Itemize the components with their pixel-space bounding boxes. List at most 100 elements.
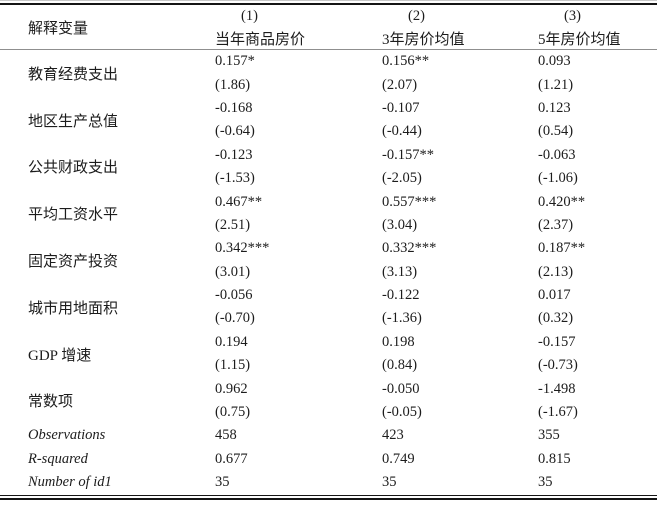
variable-label: 地区生产总值	[28, 113, 119, 130]
tstat-cell: (2.37)	[538, 216, 574, 233]
coef-cell: -0.168	[215, 99, 253, 116]
coef-cell: -1.498	[538, 380, 576, 397]
tstat-cell: (0.54)	[538, 123, 574, 140]
table-row: (-0.70) (-1.36) (0.32)	[0, 307, 657, 330]
coef-cell: 0.093	[538, 53, 571, 70]
tstat-cell: (2.07)	[382, 76, 418, 93]
stat-value: 458	[215, 427, 237, 444]
column-2-title: 3年房价均值	[382, 27, 538, 50]
tstat-cell: (0.84)	[382, 357, 418, 374]
table-top-rule	[0, 3, 657, 5]
tstat-cell: (3.13)	[382, 263, 418, 280]
coef-cell: 0.123	[538, 99, 571, 116]
coef-cell: 0.342***	[215, 240, 270, 257]
table-row: (1.15) (0.84) (-0.73)	[0, 354, 657, 377]
column-1-number: (1)	[241, 7, 258, 24]
table-row: 平均工资水平 0.467** 0.557*** 0.420**	[0, 190, 657, 224]
stat-label: Number of id1	[28, 474, 112, 491]
tstat-cell: (3.01)	[215, 263, 251, 280]
tstat-cell: (-1.53)	[215, 170, 255, 187]
table-header: 解释变量 (1) (2) (3) 当年商品房价 3年房价均值 5年房价均值	[0, 5, 657, 50]
coef-cell: 0.187**	[538, 240, 586, 257]
table-row: 固定资产投资 0.342*** 0.332*** 0.187**	[0, 237, 657, 270]
table-row: 城市用地面积 -0.056 -0.122 0.017	[0, 284, 657, 317]
column-3-title: 5年房价均值	[538, 27, 657, 50]
table-row: (3.01) (3.13) (2.13)	[0, 261, 657, 284]
coef-cell: -0.050	[382, 380, 420, 397]
coef-cell: -0.122	[382, 287, 420, 304]
stat-value: 35	[215, 474, 230, 491]
column-3-number: (3)	[564, 7, 581, 24]
table-row: GDP 增速 0.194 0.198 -0.157	[0, 331, 657, 364]
stat-value: 0.749	[382, 450, 415, 467]
table-body: 教育经费支出 0.157* 0.156** 0.093 (1.86) (2.07…	[0, 50, 657, 495]
variable-label: GDP 增速	[28, 347, 92, 364]
tstat-cell: (2.51)	[215, 216, 251, 233]
table-row: 教育经费支出 0.157* 0.156** 0.093	[0, 50, 657, 83]
stat-value: 35	[538, 474, 553, 491]
coef-cell: -0.123	[215, 146, 253, 163]
coef-cell: -0.157	[538, 333, 576, 350]
variable-label: 城市用地面积	[28, 300, 119, 317]
tstat-cell: (-0.05)	[382, 404, 422, 421]
stat-value: 355	[538, 427, 560, 444]
tstat-cell: (-0.64)	[215, 123, 255, 140]
table-row-observations: Observations 458 423 355	[0, 424, 657, 447]
coef-cell: 0.156**	[382, 53, 430, 70]
tstat-cell: (1.21)	[538, 76, 574, 93]
coef-cell: -0.056	[215, 287, 253, 304]
stat-value: 0.815	[538, 450, 571, 467]
tstat-cell: (-0.44)	[382, 123, 422, 140]
coef-cell: -0.157**	[382, 146, 434, 163]
tstat-cell: (3.04)	[382, 216, 418, 233]
table-bottom-double-rule	[0, 495, 657, 501]
tstat-cell: (1.15)	[215, 357, 251, 374]
coef-cell: 0.467**	[215, 193, 263, 210]
table-row: (1.86) (2.07) (1.21)	[0, 73, 657, 96]
variable-label: 教育经费支出	[28, 66, 119, 83]
variable-label: 常数项	[28, 394, 74, 411]
tstat-cell: (-2.05)	[382, 170, 422, 187]
table-row: (0.75) (-0.05) (-1.67)	[0, 401, 657, 424]
stat-value: 423	[382, 427, 404, 444]
table-row-rsquared: R-squared 0.677 0.749 0.815	[0, 448, 657, 471]
stat-label: Observations	[28, 427, 106, 444]
variable-label: 固定资产投资	[28, 254, 119, 271]
tstat-cell: (1.86)	[215, 76, 251, 93]
tstat-cell: (2.13)	[538, 263, 574, 280]
stat-value: 0.677	[215, 450, 248, 467]
coef-cell: 0.557***	[382, 193, 437, 210]
tstat-cell: (-0.70)	[215, 310, 255, 327]
coef-cell: 0.194	[215, 333, 248, 350]
coef-cell: 0.017	[538, 287, 571, 304]
tstat-cell: (-1.67)	[538, 404, 578, 421]
stat-value: 35	[382, 474, 397, 491]
table-row: (-0.64) (-0.44) (0.54)	[0, 120, 657, 143]
table-row: 地区生产总值 -0.168 -0.107 0.123	[0, 97, 657, 130]
variable-label: 平均工资水平	[28, 207, 119, 224]
coef-cell: 0.962	[215, 380, 248, 397]
coef-cell: 0.332***	[382, 240, 437, 257]
tstat-cell: (-1.36)	[382, 310, 422, 327]
header-row-label: 解释变量	[0, 5, 215, 50]
column-1-title: 当年商品房价	[215, 27, 382, 50]
table-row: (2.51) (3.04) (2.37)	[0, 214, 657, 237]
tstat-cell: (0.75)	[215, 404, 251, 421]
table-row: 常数项 0.962 -0.050 -1.498	[0, 377, 657, 411]
coef-cell: -0.063	[538, 146, 576, 163]
regression-results-table: 解释变量 (1) (2) (3) 当年商品房价 3年房价均值 5年房价均值 教育…	[0, 5, 657, 494]
stat-label: R-squared	[28, 450, 88, 467]
table-top-hairline	[0, 0, 657, 1]
coef-cell: 0.157*	[215, 53, 255, 70]
tstat-cell: (0.32)	[538, 310, 574, 327]
tstat-cell: (-0.73)	[538, 357, 578, 374]
column-2-number: (2)	[408, 7, 425, 24]
coef-cell: 0.198	[382, 333, 415, 350]
variable-label: 公共财政支出	[28, 160, 119, 177]
table-row: (-1.53) (-2.05) (-1.06)	[0, 167, 657, 190]
table-row-number-of-id: Number of id1 35 35 35	[0, 471, 657, 494]
coef-cell: -0.107	[382, 99, 420, 116]
tstat-cell: (-1.06)	[538, 170, 578, 187]
table-row: 公共财政支出 -0.123 -0.157** -0.063	[0, 144, 657, 177]
